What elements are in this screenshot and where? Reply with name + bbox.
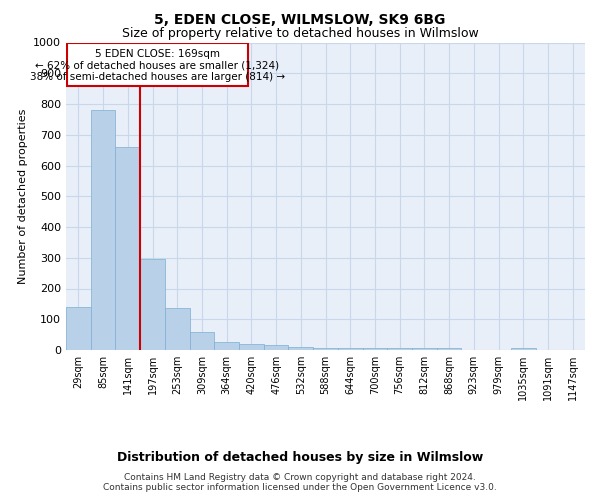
- Y-axis label: Number of detached properties: Number of detached properties: [17, 108, 28, 284]
- Text: 5, EDEN CLOSE, WILMSLOW, SK9 6BG: 5, EDEN CLOSE, WILMSLOW, SK9 6BG: [154, 12, 446, 26]
- Bar: [66, 307, 91, 350]
- Text: ← 62% of detached houses are smaller (1,324): ← 62% of detached houses are smaller (1,…: [35, 60, 280, 70]
- Bar: [511, 348, 536, 350]
- Bar: [190, 332, 214, 350]
- Bar: [437, 348, 461, 350]
- Bar: [115, 147, 140, 350]
- Text: Size of property relative to detached houses in Wilmslow: Size of property relative to detached ho…: [122, 28, 478, 40]
- FancyBboxPatch shape: [67, 43, 248, 86]
- Text: 5 EDEN CLOSE: 169sqm: 5 EDEN CLOSE: 169sqm: [95, 49, 220, 59]
- Text: Contains HM Land Registry data © Crown copyright and database right 2024.
Contai: Contains HM Land Registry data © Crown c…: [103, 473, 497, 492]
- Bar: [412, 348, 437, 350]
- Bar: [289, 347, 313, 350]
- Bar: [338, 348, 362, 350]
- Bar: [140, 260, 165, 350]
- Bar: [387, 348, 412, 350]
- Bar: [214, 342, 239, 350]
- Bar: [313, 348, 338, 350]
- Bar: [91, 110, 115, 350]
- Text: 38% of semi-detached houses are larger (814) →: 38% of semi-detached houses are larger (…: [30, 72, 285, 82]
- Bar: [362, 348, 387, 350]
- Bar: [165, 308, 190, 350]
- Text: Distribution of detached houses by size in Wilmslow: Distribution of detached houses by size …: [117, 451, 483, 464]
- Bar: [239, 344, 264, 350]
- Bar: [264, 346, 289, 350]
